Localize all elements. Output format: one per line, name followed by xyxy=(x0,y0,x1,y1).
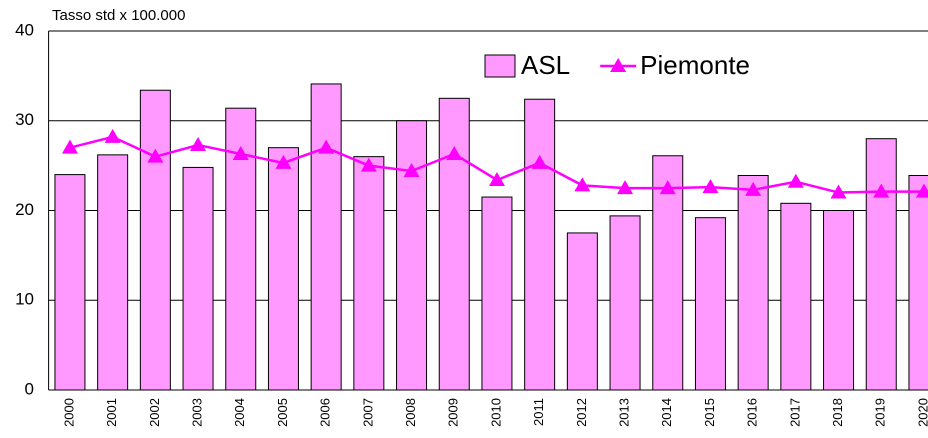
bar xyxy=(908,174,928,391)
marker xyxy=(104,128,121,143)
marker xyxy=(147,148,164,163)
x-tick-label: 2014 xyxy=(659,398,674,427)
legend-swatch xyxy=(610,58,627,72)
x-tick-label: 2006 xyxy=(318,398,333,427)
marker xyxy=(232,145,249,160)
bar xyxy=(267,147,299,391)
bar xyxy=(865,138,897,391)
marker xyxy=(617,180,634,195)
x-tick-label: 2002 xyxy=(147,398,162,427)
y-tick-label: 30 xyxy=(15,110,34,129)
bar xyxy=(780,202,812,391)
x-tick-label: 2011 xyxy=(531,398,546,426)
x-tick-label: 2015 xyxy=(702,398,717,427)
x-tick-label: 2019 xyxy=(873,398,888,427)
bar xyxy=(353,156,385,391)
bar xyxy=(97,154,129,391)
marker xyxy=(61,139,78,154)
x-tick-label: 2020 xyxy=(915,398,928,427)
x-tick-label: 2013 xyxy=(616,398,631,427)
marker xyxy=(403,163,420,178)
x-tick-label: 2003 xyxy=(189,398,204,427)
legend-label: ASL xyxy=(521,50,570,80)
x-tick-label: 2008 xyxy=(403,398,418,427)
y-tick-label: 20 xyxy=(15,200,34,219)
marker xyxy=(787,173,804,188)
bar xyxy=(566,232,598,391)
marker xyxy=(531,154,548,169)
bar xyxy=(438,97,470,391)
legend-label: Piemonte xyxy=(640,50,750,80)
bar xyxy=(182,166,214,391)
marker xyxy=(745,181,762,196)
y-tick-label: 0 xyxy=(25,379,34,398)
marker xyxy=(702,179,719,194)
x-tick-label: 2018 xyxy=(830,398,845,427)
x-tick-label: 2005 xyxy=(275,398,290,427)
bar xyxy=(54,174,86,391)
bar xyxy=(737,174,769,391)
y-axis-label: Tasso std x 100.000 xyxy=(52,7,185,24)
bar xyxy=(823,210,855,391)
x-tick-label: 2012 xyxy=(574,398,589,427)
marker xyxy=(190,136,207,151)
marker xyxy=(659,180,676,195)
bar xyxy=(310,83,342,391)
x-tick-label: 2010 xyxy=(488,398,503,427)
marker xyxy=(275,154,292,169)
bar xyxy=(609,215,641,391)
bar xyxy=(524,98,556,391)
x-tick-label: 2004 xyxy=(232,398,247,427)
marker xyxy=(318,139,335,154)
bar xyxy=(652,155,684,391)
x-tick-label: 2001 xyxy=(104,398,119,427)
marker xyxy=(360,157,377,172)
y-tick-label: 10 xyxy=(15,290,34,309)
marker xyxy=(574,177,591,192)
marker xyxy=(915,183,928,198)
bar xyxy=(694,217,726,391)
x-tick-label: 2017 xyxy=(787,398,802,427)
marker xyxy=(488,171,505,186)
legend-swatch xyxy=(484,54,516,78)
x-tick-label: 2009 xyxy=(446,398,461,427)
x-tick-label: 2007 xyxy=(360,398,375,427)
bar xyxy=(396,120,428,391)
bar xyxy=(481,196,513,391)
x-tick-label: 2000 xyxy=(61,398,76,427)
marker xyxy=(446,145,463,160)
marker xyxy=(830,184,847,199)
marker xyxy=(873,183,890,198)
bar xyxy=(139,89,171,391)
y-tick-label: 40 xyxy=(15,20,34,39)
x-tick-label: 2016 xyxy=(745,398,760,427)
